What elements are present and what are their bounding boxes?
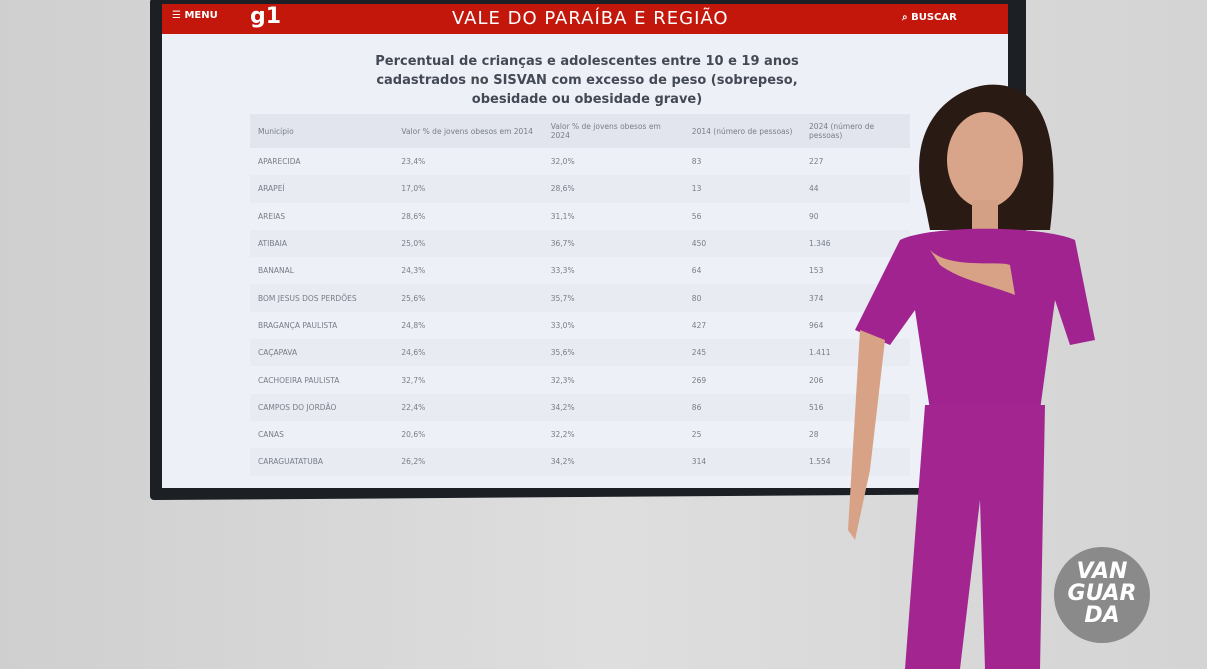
- logo-line: DA: [1054, 605, 1150, 627]
- presenter: [0, 0, 1207, 669]
- scene: ☰ MENU g1 VALE DO PARAÍBA E REGIÃO ⌕ BUS…: [0, 0, 1207, 669]
- logo-line: GUAR: [1054, 583, 1150, 605]
- logo-line: VAN: [1054, 561, 1150, 583]
